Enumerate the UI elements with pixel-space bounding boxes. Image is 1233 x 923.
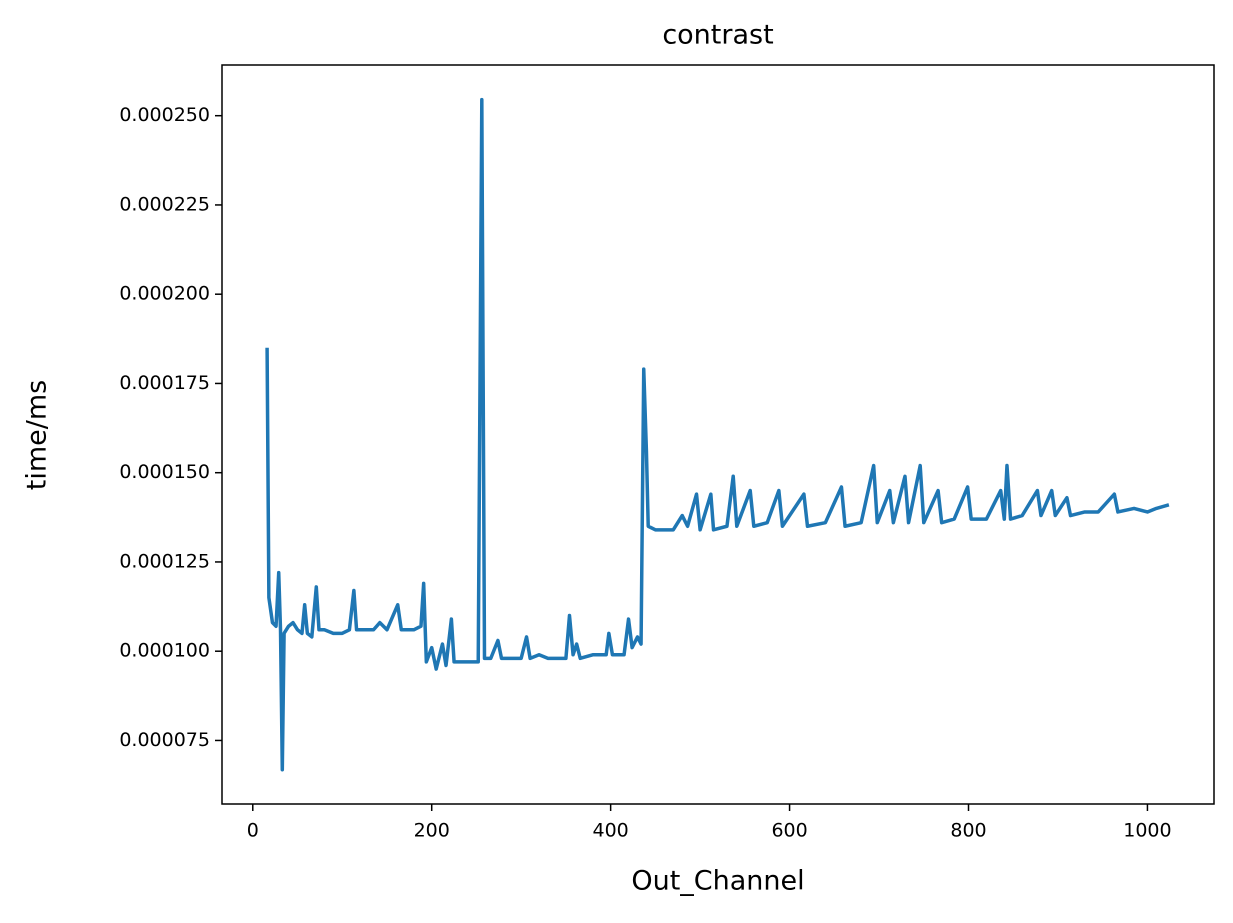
chart-title: contrast	[662, 20, 773, 51]
y-axis-label: time/ms	[22, 380, 53, 490]
y-tick-label: 0.000100	[119, 640, 210, 662]
x-tick-label: 0	[247, 820, 259, 842]
y-tick-label: 0.000200	[119, 283, 210, 305]
x-tick-label: 200	[414, 820, 450, 842]
data-line	[265, 97, 1170, 772]
y-tick-label: 0.000225	[119, 193, 210, 215]
y-tick-label: 0.000075	[119, 729, 210, 751]
axes-frame	[221, 64, 1215, 805]
plot-area	[265, 97, 1170, 772]
x-axis-label: Out_Channel	[631, 866, 804, 897]
x-tick-label: 400	[593, 820, 629, 842]
y-tick-label: 0.000150	[119, 461, 210, 483]
y-tick-label: 0.000125	[119, 550, 210, 572]
y-tick-label: 0.000175	[119, 372, 210, 394]
x-tick-label: 800	[950, 820, 986, 842]
y-tick-label: 0.000250	[119, 104, 210, 126]
x-tick-label: 1000	[1123, 820, 1171, 842]
x-tick-label: 600	[771, 820, 807, 842]
